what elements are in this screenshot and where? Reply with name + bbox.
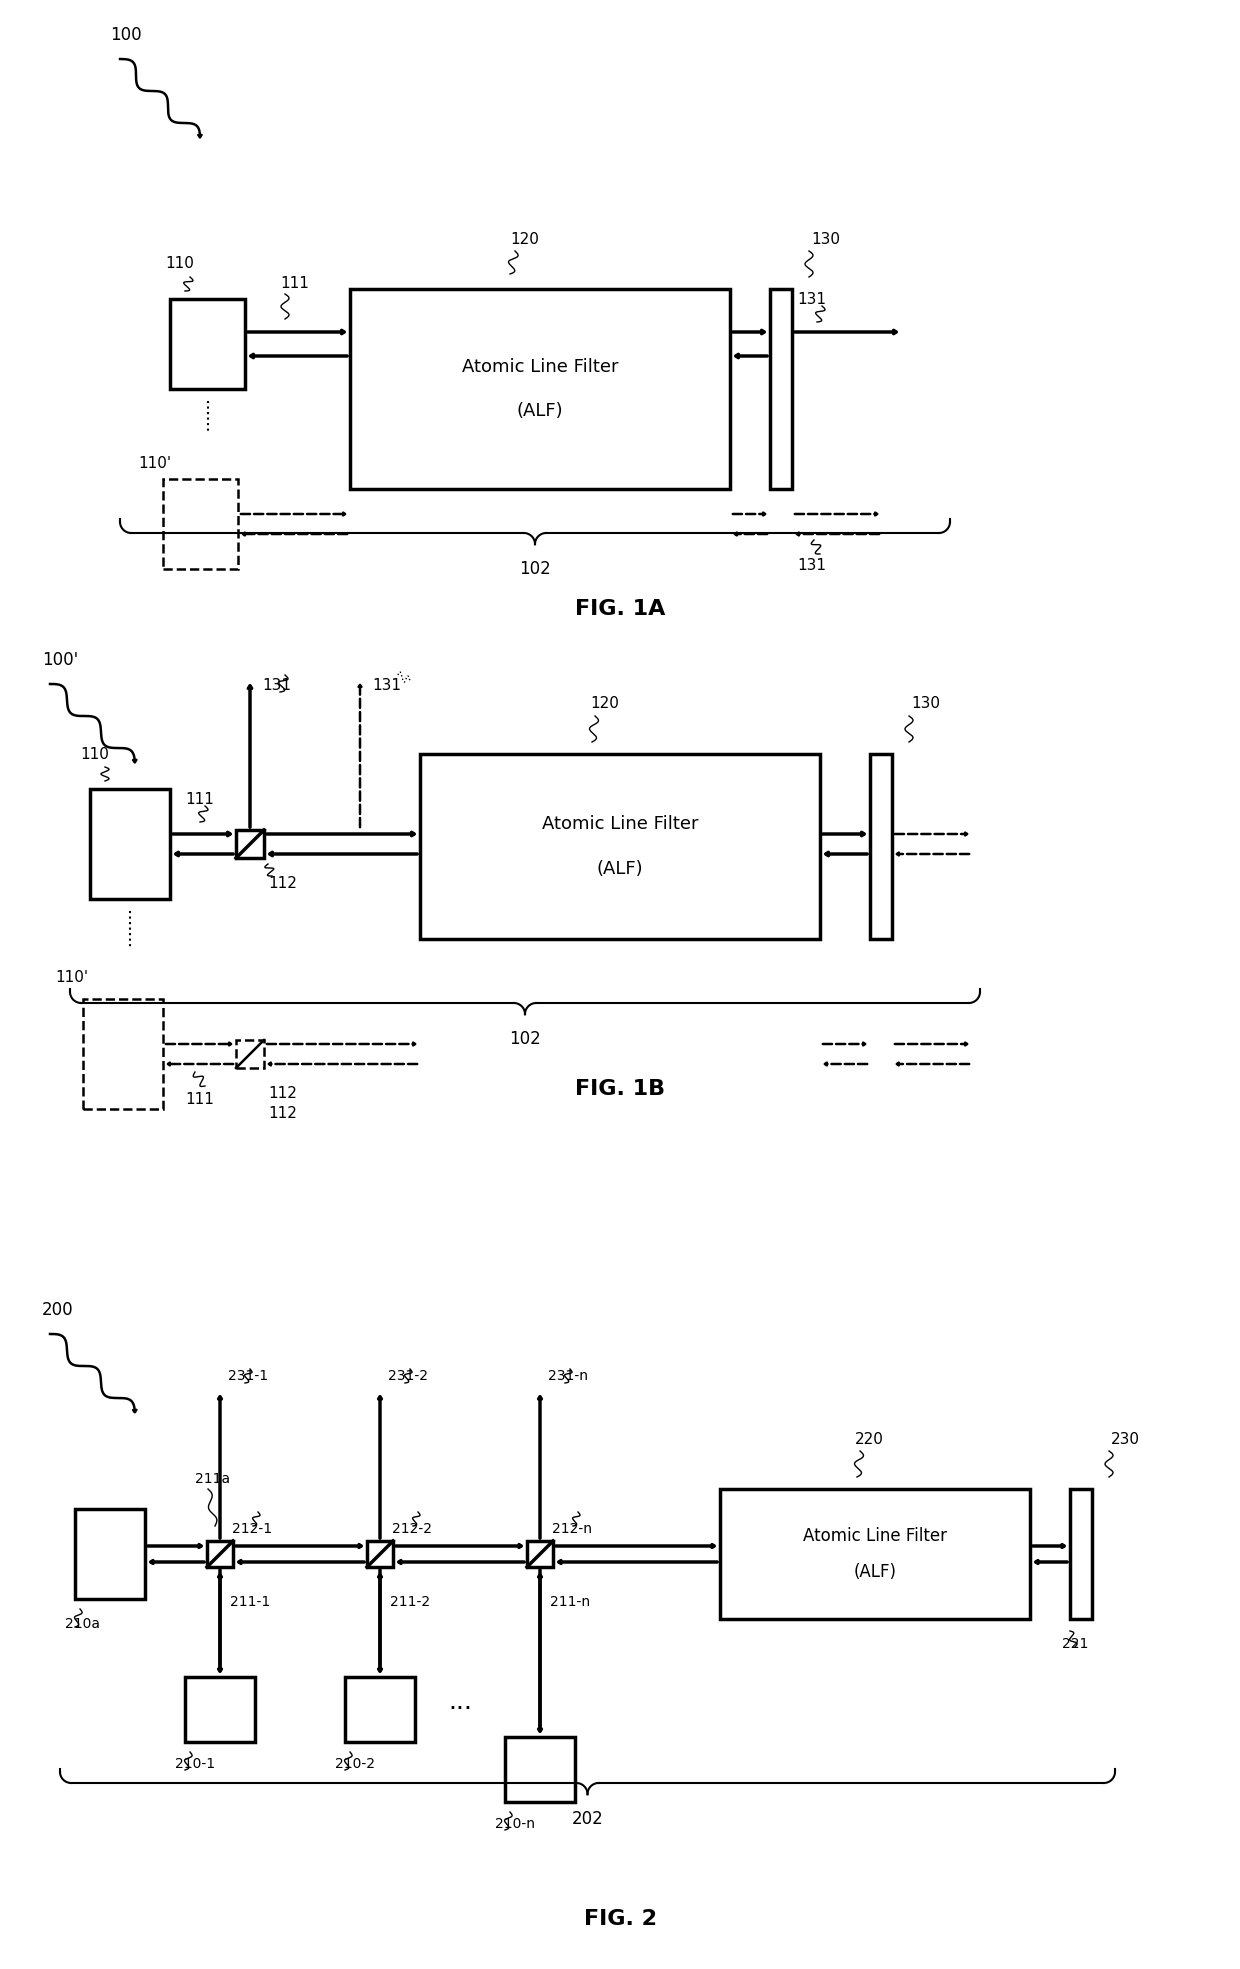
Bar [420, 754, 820, 939]
Text: 231-n: 231-n [548, 1368, 588, 1382]
Text: FIG. 2: FIG. 2 [584, 1910, 656, 1930]
Text: 110': 110' [138, 457, 171, 471]
Bar [185, 1678, 255, 1743]
Text: Atomic Line Filter: Atomic Line Filter [804, 1528, 947, 1546]
Text: 212-n: 212-n [552, 1522, 591, 1536]
Bar [83, 998, 162, 1109]
Text: 111: 111 [185, 1091, 213, 1107]
Bar [345, 1678, 415, 1743]
Text: 131: 131 [797, 559, 826, 573]
Text: 112: 112 [268, 876, 296, 890]
Text: 110: 110 [81, 746, 109, 762]
Text: 102: 102 [520, 559, 551, 579]
Text: FIG. 1A: FIG. 1A [575, 599, 665, 618]
Bar [770, 289, 792, 488]
Text: (ALF): (ALF) [596, 860, 644, 878]
Text: 112: 112 [268, 1105, 296, 1120]
Bar [367, 1542, 393, 1567]
Bar [505, 1737, 575, 1802]
Text: 202: 202 [572, 1810, 604, 1827]
Text: 221: 221 [1061, 1636, 1089, 1650]
Bar [236, 831, 264, 858]
Text: 131: 131 [797, 291, 826, 307]
Text: 120: 120 [590, 697, 619, 711]
Text: 231-1: 231-1 [228, 1368, 268, 1382]
Text: 110: 110 [165, 256, 193, 272]
Text: (ALF): (ALF) [517, 402, 563, 419]
Text: 210-1: 210-1 [175, 1756, 215, 1770]
Text: 211a: 211a [195, 1473, 231, 1487]
Text: 130: 130 [811, 232, 839, 246]
Text: 211-n: 211-n [551, 1595, 590, 1609]
Text: 210-2: 210-2 [335, 1756, 374, 1770]
Bar [207, 1542, 233, 1567]
Text: 111: 111 [185, 792, 213, 807]
Text: (ALF): (ALF) [853, 1563, 897, 1581]
Text: 211-1: 211-1 [229, 1595, 270, 1609]
Bar [162, 478, 238, 569]
Bar [720, 1489, 1030, 1619]
Text: 110': 110' [55, 969, 88, 984]
Bar [870, 754, 892, 939]
Text: 100': 100' [42, 652, 78, 669]
Text: 200: 200 [42, 1302, 73, 1319]
Text: FIG. 1B: FIG. 1B [575, 1079, 665, 1099]
Text: Atomic Line Filter: Atomic Line Filter [461, 358, 619, 376]
Text: 131: 131 [372, 677, 401, 693]
Bar [91, 790, 170, 900]
Bar [170, 299, 246, 390]
Text: 102: 102 [510, 1030, 541, 1048]
Bar [236, 1040, 264, 1067]
Bar [74, 1508, 145, 1599]
Text: ...: ... [448, 1689, 472, 1713]
Text: 220: 220 [856, 1431, 884, 1447]
Text: 112: 112 [268, 1085, 296, 1101]
Text: 130: 130 [911, 697, 940, 711]
Text: Atomic Line Filter: Atomic Line Filter [542, 815, 698, 833]
Text: 231-2: 231-2 [388, 1368, 428, 1382]
Bar [350, 289, 730, 488]
Bar [1070, 1489, 1092, 1619]
Text: 131: 131 [262, 677, 291, 693]
Text: 210a: 210a [64, 1617, 100, 1630]
Text: 120: 120 [510, 232, 539, 246]
Text: 111: 111 [280, 276, 309, 291]
Bar [527, 1542, 553, 1567]
Text: 212-1: 212-1 [232, 1522, 272, 1536]
Text: 211-2: 211-2 [391, 1595, 430, 1609]
Text: 100: 100 [110, 26, 141, 43]
Text: 212-2: 212-2 [392, 1522, 432, 1536]
Text: 230: 230 [1111, 1431, 1140, 1447]
Text: 210-n: 210-n [495, 1817, 534, 1831]
